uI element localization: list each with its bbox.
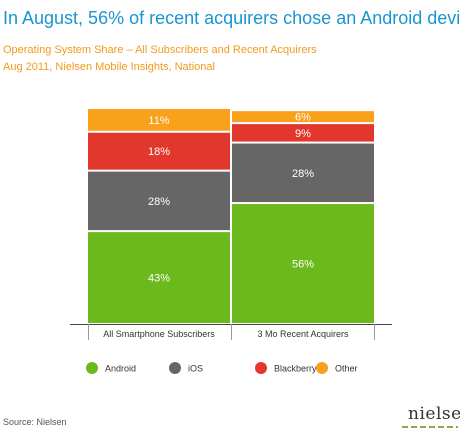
data-label-android-all-smartphone-subscribers: 43%	[148, 273, 170, 285]
nielsen-logo: nielsen	[408, 404, 460, 424]
legend-marker-other	[316, 362, 328, 374]
data-label-blackberry-3-mo-recent-acquirers: 9%	[295, 128, 311, 140]
legend-label-ios: iOS	[188, 364, 203, 374]
subtitle-line-2: Aug 2011, Nielsen Mobile Insights, Natio…	[3, 61, 215, 73]
data-label-other-all-smartphone-subscribers: 11%	[148, 115, 169, 127]
bar-segment-other-all-smartphone-subscribers	[88, 109, 230, 131]
chart-subtitle: Operating System Share – All Subscribers…	[3, 42, 317, 76]
data-label-android-3-mo-recent-acquirers: 56%	[292, 259, 314, 271]
legend-marker-ios	[169, 362, 181, 374]
data-label-ios-all-smartphone-subscribers: 28%	[148, 196, 170, 208]
bar-segment-blackberry-3-mo-recent-acquirers	[232, 124, 374, 142]
stacked-bar-chart: 43% 28% 18% 11% All Smartphone Subscribers 56…	[70, 109, 392, 374]
legend-label-other: Other	[335, 364, 358, 374]
subtitle-line-1: Operating System Share – All Subscribers…	[3, 44, 317, 56]
data-label-blackberry-all-smartphone-subscribers: 18%	[148, 146, 170, 158]
x-tick-label-3-mo-recent-acquirers: 3 Mo Recent Acquirers	[257, 329, 349, 339]
bar-segment-ios-all-smartphone-subscribers	[88, 171, 230, 231]
bar-segment-ios-3-mo-recent-acquirers	[232, 143, 374, 203]
logo-underline	[402, 426, 458, 428]
bar-segment-android-3-mo-recent-acquirers	[232, 204, 374, 323]
legend-label-android: Android	[105, 364, 136, 374]
legend-marker-android	[86, 362, 98, 374]
legend-label-blackberry: Blackberry	[274, 364, 317, 374]
data-label-other-3-mo-recent-acquirers: 6%	[295, 112, 311, 124]
x-tick-label-all-smartphone-subscribers: All Smartphone Subscribers	[103, 329, 215, 339]
bar-segment-blackberry-all-smartphone-subscribers	[88, 132, 230, 170]
bar-segment-other-3-mo-recent-acquirers	[232, 111, 374, 123]
data-label-ios-3-mo-recent-acquirers: 28%	[292, 168, 314, 180]
source-note: Source: Nielsen	[3, 417, 67, 427]
chart-title: In August, 56% of recent acquirers chose…	[3, 8, 460, 28]
legend-marker-blackberry	[255, 362, 267, 374]
bar-segment-android-all-smartphone-subscribers	[88, 232, 230, 323]
